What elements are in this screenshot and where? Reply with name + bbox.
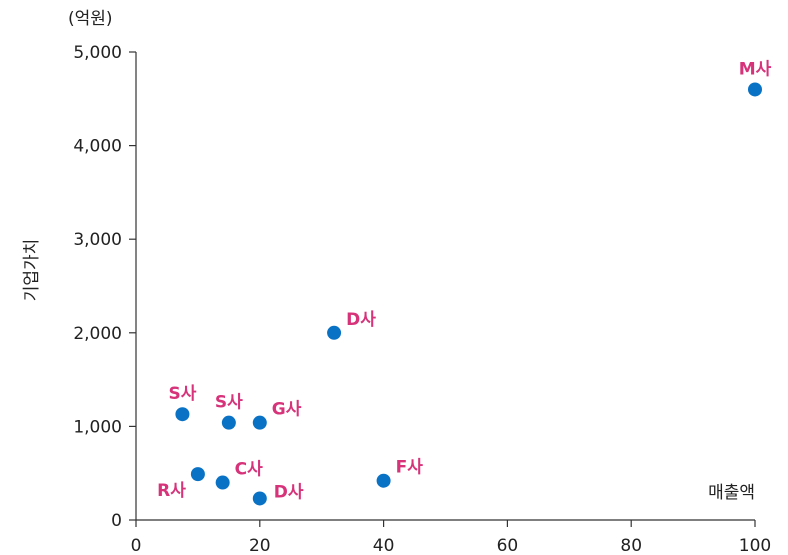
x-tick-label: 40 <box>373 536 395 555</box>
x-tick-label: 20 <box>249 536 271 555</box>
data-point <box>327 325 342 340</box>
data-point <box>215 475 230 490</box>
data-point <box>748 82 762 97</box>
data-point <box>190 467 205 482</box>
data-label: S사 <box>168 384 196 404</box>
x-tick-label: 0 <box>131 536 142 555</box>
x-tick-label: 60 <box>497 536 519 555</box>
y-tick-label: 2,000 <box>73 324 122 344</box>
data-label: G사 <box>272 400 302 420</box>
data-label: R사 <box>157 481 186 501</box>
data-point <box>252 491 267 506</box>
y-tick-label: 5,000 <box>73 43 122 63</box>
y-tick-label: 3,000 <box>73 230 122 250</box>
data-point <box>252 415 267 430</box>
y-tick-label: 4,000 <box>73 137 122 157</box>
data-point <box>376 473 391 488</box>
data-label: S사 <box>215 393 243 413</box>
x-tick-label: 80 <box>620 536 642 555</box>
y-axis-unit: (억원) <box>68 9 113 29</box>
data-point <box>175 407 190 422</box>
y-tick-label: 1,000 <box>73 417 122 437</box>
data-point <box>221 415 236 430</box>
data-points <box>175 82 762 506</box>
data-label: F사 <box>396 458 424 478</box>
y-tick-label: 0 <box>111 511 122 531</box>
data-label: M사 <box>739 59 772 79</box>
x-axis-label: 매출액 <box>708 483 755 503</box>
ticks: 0 1,000 2,000 3,000 4,000 5,000 0 20 40 60 80 100 <box>73 43 771 555</box>
data-label: D사 <box>346 310 376 330</box>
x-tick-label: 100 <box>739 536 771 555</box>
data-labels: M사 D사 S사 S사 G사 R사 C사 D사 F사 <box>157 59 771 502</box>
y-axis-label: 기업가치 <box>22 239 42 302</box>
data-label: D사 <box>274 482 304 502</box>
data-label: C사 <box>235 460 263 480</box>
axes <box>135 52 755 521</box>
